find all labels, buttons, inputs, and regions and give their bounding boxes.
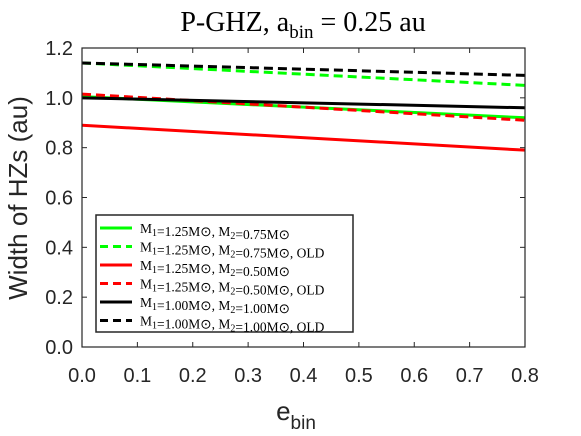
y-tick-label: 0.4 <box>45 237 73 259</box>
legend-label: M1=1.25M⊙, M2=0.75M⊙, OLD <box>140 240 325 261</box>
y-tick-labels: 0.0 0.2 0.4 0.6 0.8 1.0 1.2 <box>45 38 73 359</box>
legend-label: M1=1.25M⊙, M2=0.75M⊙ <box>140 221 290 242</box>
y-tick-label: 1.0 <box>45 88 73 110</box>
x-tick-label: 0.1 <box>123 365 151 387</box>
x-tick-label: 0.5 <box>345 365 373 387</box>
legend-box <box>95 214 354 333</box>
plot-frame <box>81 47 526 348</box>
y-axis-label: Width of HZs (au) <box>3 96 33 300</box>
legend: M1=1.25M⊙, M2=0.75M⊙M1=1.25M⊙, M2=0.75M⊙… <box>95 214 354 335</box>
legend-label: M1=1.25M⊙, M2=0.50M⊙ <box>140 258 290 279</box>
series-line-5 <box>81 96 526 110</box>
x-tick-label: 0.6 <box>400 365 428 387</box>
y-tick-label: 1.2 <box>45 38 73 60</box>
series-layer <box>81 61 526 152</box>
series-line-2 <box>81 61 526 87</box>
chart-title: P-GHZ, abin = 0.25 au <box>180 7 425 43</box>
y-tick-label: 0.8 <box>45 138 73 160</box>
x-tick-label: 0.7 <box>456 365 484 387</box>
y-tick-label: 0.2 <box>45 287 73 309</box>
y-tick-label: 0.0 <box>45 337 73 359</box>
legend-label: M1=1.00M⊙, M2=1.00M⊙ <box>140 295 290 316</box>
y-tick-label: 0.6 <box>45 188 73 210</box>
legend-label: M1=1.25M⊙, M2=0.50M⊙, OLD <box>140 277 325 298</box>
x-axis-label: ebin <box>276 396 316 434</box>
x-tick-label: 0.8 <box>511 365 539 387</box>
x-tick-label: 0.3 <box>234 365 262 387</box>
legend-label: M1=1.00M⊙, M2=1.00M⊙, OLD <box>140 314 325 335</box>
series-line-6 <box>81 61 526 77</box>
x-tick-label: 0.4 <box>290 365 318 387</box>
x-tick-labels: 0.0 0.1 0.2 0.3 0.4 0.5 0.6 0.7 0.8 <box>68 365 539 387</box>
series-line-3 <box>81 123 526 152</box>
x-tick-label: 0.2 <box>179 365 207 387</box>
x-tick-label: 0.0 <box>68 365 96 387</box>
